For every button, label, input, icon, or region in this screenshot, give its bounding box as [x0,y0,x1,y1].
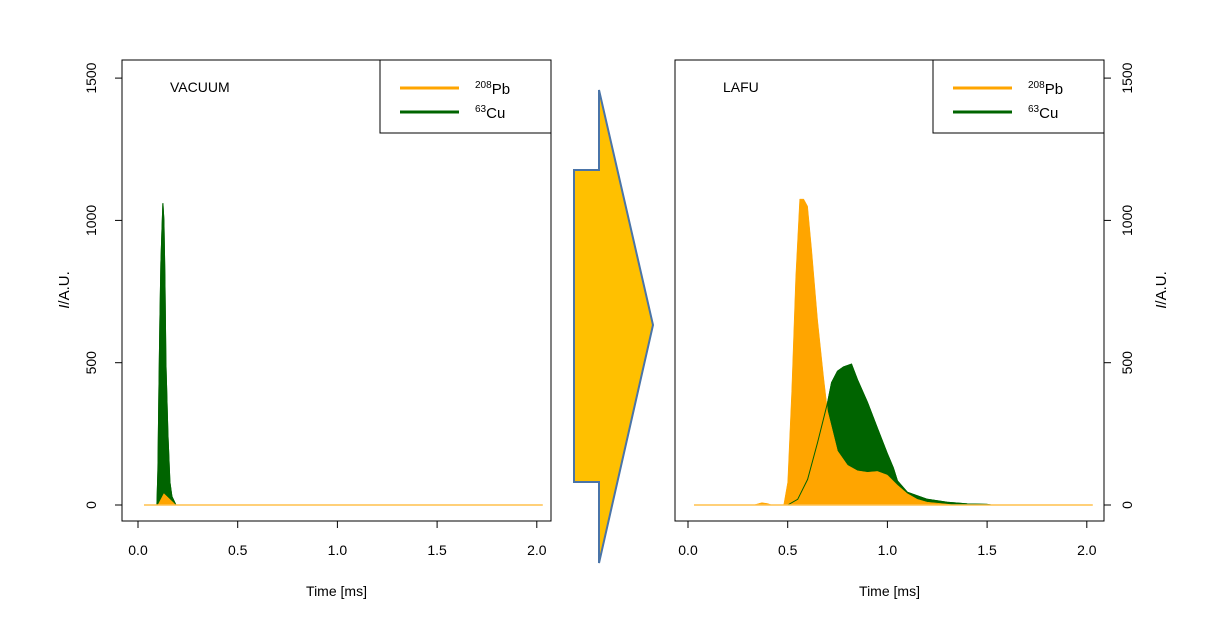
x-axis-label: Time [ms] [306,583,367,599]
panel-right: 0.0 0.5 1.0 1.5 2.0 Time [ms] 0 500 1000 1500 I/A.… [674,59,1170,599]
x-tick-label: 2.0 [527,542,547,558]
legend-box [932,59,1105,134]
x-axis-label: Time [ms] [859,583,920,599]
series-line-cu [156,203,177,506]
arrow-shape [573,89,655,564]
series-area-pb [753,198,954,506]
legend: 208Pb 63Cu [379,59,552,134]
y-tick-label: 1000 [83,205,99,236]
x-tick-label: 1.5 [977,542,997,558]
legend-entry: 208Pb [1028,80,1063,98]
legend: 208Pb 63Cu [932,59,1105,134]
y-tick-label: 1000 [1119,205,1135,236]
x-tick-label: 0.0 [678,542,698,558]
x-tick-label: 2.0 [1077,542,1097,558]
legend-entry: 63Cu [1028,104,1058,122]
y-tick-label: 500 [83,351,99,375]
legend-entry: 63Cu [475,104,505,122]
y-tick-label: 500 [1119,351,1135,375]
y-axis-label: I/A.U. [1153,271,1170,309]
panel-left: 0.0 0.5 1.0 1.5 2.0 Time [ms] 0 500 1000 1500 I/A.… [56,59,552,599]
y-axis-label: I/A.U. [56,271,73,309]
x-tick-label: 1.0 [878,542,898,558]
x-tick-label: 0.0 [128,542,148,558]
x-tick-label: 1.5 [427,542,447,558]
series-line-cu [787,363,992,506]
y-tick-label: 0 [83,501,99,509]
x-tick-label: 0.5 [778,542,798,558]
legend-entry: 208Pb [475,80,510,98]
legend-box [379,59,552,134]
x-tick-label: 0.5 [228,542,248,558]
y-tick-label: 1500 [1119,62,1135,93]
panel-label: LAFU [723,79,759,95]
y-tick-label: 0 [1119,501,1135,509]
x-tick-label: 1.0 [328,542,348,558]
panel-label: VACUUM [170,79,230,95]
y-tick-label: 1500 [83,62,99,93]
